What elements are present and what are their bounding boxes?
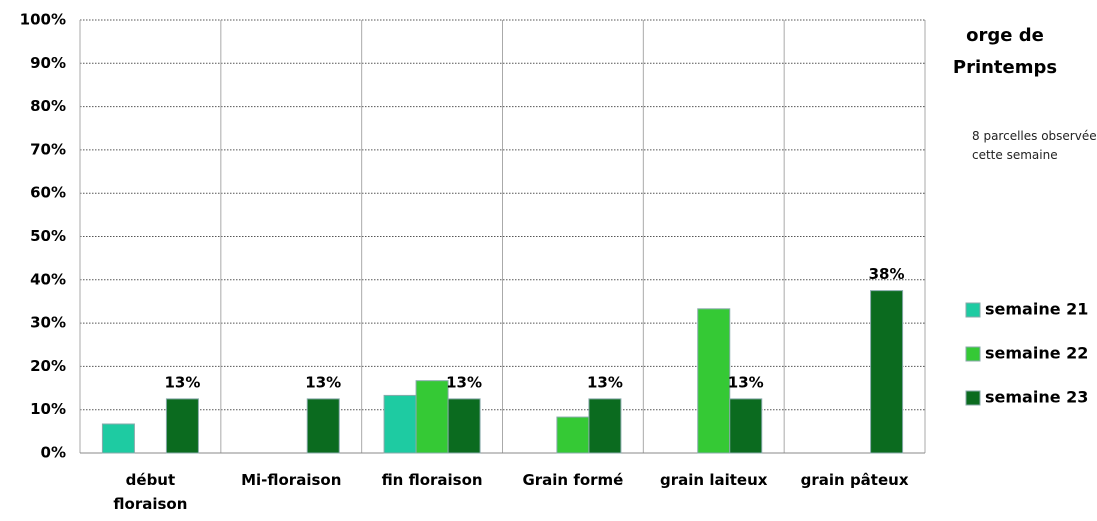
y-tick-label: 30% [30,314,66,332]
bar [383,394,417,454]
data-label: 13% [587,373,623,391]
data-label: 13% [305,373,341,391]
x-tick-label: Mi-floraison [241,471,342,489]
data-label: 13% [446,373,482,391]
legend-label: semaine 21 [985,300,1088,319]
bar [101,423,135,454]
legend-swatch [965,346,981,362]
legend-swatch [965,390,981,406]
chart-title: orge de Printemps [952,25,1058,78]
bar [588,398,622,454]
y-tick-label: 0% [41,444,66,462]
x-tick-label: fin floraison [381,471,483,489]
bar [729,398,763,454]
bar [165,398,199,454]
y-tick-label: 40% [30,270,66,288]
legend-swatch [965,302,981,318]
x-tick-label: Grain formé [522,471,624,489]
chart-subtitle: 8 parcelles observées cette semaine [972,129,1097,162]
data-label: 13% [164,373,200,391]
y-tick-label: 60% [30,184,66,202]
y-tick-label: 80% [30,97,66,115]
legend-label: semaine 23 [985,388,1088,407]
bar [556,416,590,454]
x-tick-label: grain pâteux [800,471,909,489]
x-tick-label: début floraison [113,471,188,513]
legend-label: semaine 22 [985,344,1088,363]
y-tick-label: 50% [30,227,66,245]
bar [447,398,481,454]
x-tick-label: grain laiteux [660,471,768,489]
bar [870,290,904,454]
y-tick-label: 100% [20,11,66,29]
y-tick-label: 90% [30,54,66,72]
bar [697,308,731,454]
data-label: 38% [869,265,905,283]
y-tick-label: 20% [30,357,66,375]
bar [415,380,449,454]
y-tick-label: 10% [30,400,66,418]
data-label: 13% [728,373,764,391]
y-tick-label: 70% [30,140,66,158]
bar [306,398,340,454]
